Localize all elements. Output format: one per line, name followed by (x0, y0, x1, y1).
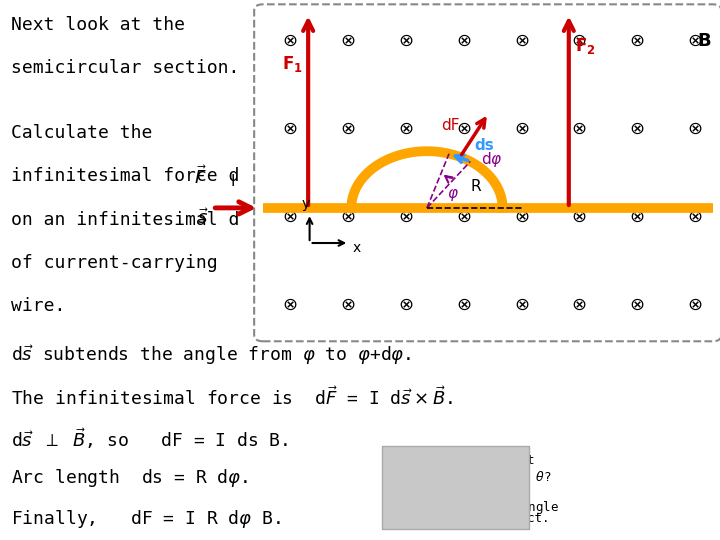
Text: $\vec{F}$: $\vec{F}$ (194, 165, 207, 187)
Text: $\otimes$: $\otimes$ (513, 208, 529, 226)
Text: I: I (230, 174, 235, 190)
Text: $\otimes$: $\otimes$ (687, 120, 703, 138)
Text: $\otimes$: $\otimes$ (341, 120, 356, 138)
Text: y: y (302, 197, 310, 211)
Text: Calculate the: Calculate the (11, 124, 152, 142)
Text: $\otimes$: $\otimes$ (629, 31, 644, 50)
Text: $\vec{s}$: $\vec{s}$ (197, 208, 209, 228)
Text: $\otimes$: $\otimes$ (572, 120, 587, 138)
Text: on an infinitesimal d: on an infinitesimal d (11, 211, 239, 228)
Text: $\otimes$: $\otimes$ (398, 120, 413, 138)
Text: Next look at the: Next look at the (11, 16, 185, 34)
Text: infinitesimal force d: infinitesimal force d (11, 167, 239, 185)
Text: $\otimes$: $\otimes$ (282, 31, 298, 50)
Text: $\otimes$: $\otimes$ (398, 296, 413, 314)
Text: $\otimes$: $\otimes$ (513, 31, 529, 50)
Text: R: R (471, 179, 482, 193)
Text: $\otimes$: $\otimes$ (687, 296, 703, 314)
Text: Why did I call that: Why did I call that (392, 454, 535, 467)
Text: $\otimes$: $\otimes$ (456, 31, 472, 50)
Text: $\mathbf{F_2}$: $\mathbf{F_2}$ (575, 36, 595, 56)
Text: $\otimes$: $\otimes$ (572, 208, 587, 226)
Text: semicircular section.: semicircular section. (11, 59, 239, 77)
Text: $\otimes$: $\otimes$ (398, 208, 413, 226)
Text: Arc length  ds = R d$\varphi$.: Arc length ds = R d$\varphi$. (11, 467, 248, 489)
Text: $\otimes$: $\otimes$ (629, 208, 644, 226)
Text: $\otimes$: $\otimes$ (456, 120, 472, 138)
Text: wire.: wire. (11, 297, 66, 315)
Text: $\mathbf{F_1}$: $\mathbf{F_1}$ (282, 54, 302, 74)
Text: dF: dF (441, 118, 460, 133)
Text: B: B (697, 32, 711, 50)
Text: $\otimes$: $\otimes$ (282, 120, 298, 138)
Text: $\otimes$: $\otimes$ (398, 31, 413, 50)
Text: d$\vec{s}$ $\perp$ $\vec{B}$, so   dF = I ds B.: d$\vec{s}$ $\perp$ $\vec{B}$, so dF = I … (11, 427, 288, 451)
Text: $\otimes$: $\otimes$ (687, 31, 703, 50)
Text: $\otimes$: $\otimes$ (341, 296, 356, 314)
FancyBboxPatch shape (382, 446, 529, 529)
Text: Finally,   dF = I R d$\varphi$ B.: Finally, dF = I R d$\varphi$ B. (11, 508, 280, 530)
Text: $\otimes$: $\otimes$ (572, 31, 587, 50)
Text: $\otimes$: $\otimes$ (572, 296, 587, 314)
Text: x: x (353, 241, 361, 255)
Text: $\otimes$: $\otimes$ (341, 31, 356, 50)
Text: $\otimes$: $\otimes$ (456, 296, 472, 314)
FancyBboxPatch shape (254, 4, 720, 341)
Text: $\otimes$: $\otimes$ (513, 296, 529, 314)
Text: d$\varphi$: d$\varphi$ (481, 150, 503, 168)
Text: $\varphi$: $\varphi$ (447, 187, 459, 203)
Text: $\otimes$: $\otimes$ (629, 120, 644, 138)
Text: $\otimes$: $\otimes$ (513, 120, 529, 138)
Text: $\otimes$: $\otimes$ (341, 208, 356, 226)
Text: use $\theta$ for the angle: use $\theta$ for the angle (392, 500, 559, 516)
Text: ds: ds (474, 138, 494, 153)
Text: Because we usually: Because we usually (392, 487, 528, 500)
Text: in the cross product.: in the cross product. (392, 512, 550, 525)
Text: of current-carrying: of current-carrying (11, 254, 217, 272)
Text: angle $\varphi$ instead of $\theta$?: angle $\varphi$ instead of $\theta$? (392, 469, 552, 485)
Text: The infinitesimal force is  d$\vec{F}$ = I d$\vec{s}\times\vec{B}$.: The infinitesimal force is d$\vec{F}$ = … (11, 386, 453, 409)
Text: $\otimes$: $\otimes$ (456, 208, 472, 226)
Text: $\otimes$: $\otimes$ (629, 296, 644, 314)
Text: d$\vec{s}$ subtends the angle from $\varphi$ to $\varphi$+d$\varphi$.: d$\vec{s}$ subtends the angle from $\var… (11, 343, 411, 367)
Text: $\otimes$: $\otimes$ (282, 296, 298, 314)
Text: $\otimes$: $\otimes$ (282, 208, 298, 226)
Text: $\otimes$: $\otimes$ (687, 208, 703, 226)
